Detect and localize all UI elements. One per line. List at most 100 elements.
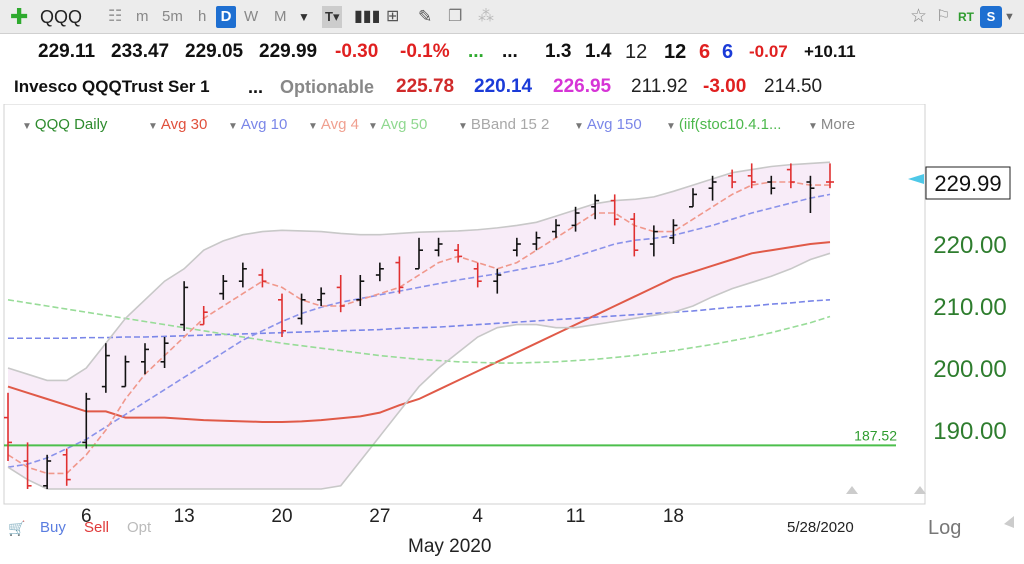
ohlc-bar[interactable] — [728, 169, 737, 189]
close-value: 229.99 — [259, 41, 318, 62]
ohlc-bar[interactable] — [336, 275, 345, 313]
ohlc-bar[interactable] — [473, 262, 482, 288]
legend-dropdown-icon[interactable]: ▼ — [458, 121, 468, 132]
ohlc-bar[interactable] — [43, 454, 52, 489]
share-icon[interactable]: ⁂ — [478, 8, 494, 25]
interval-m[interactable]: m — [136, 8, 149, 25]
ohlc-bar[interactable] — [395, 256, 404, 294]
layers-icon[interactable]: ❐ — [448, 8, 463, 25]
ohlc-bar[interactable] — [180, 281, 189, 331]
more-label: More — [820, 116, 856, 133]
price-chart[interactable]: 187.52 190.00 200.00 210.00 220.00 6 13 20 27 4… — [0, 104, 1024, 564]
star-icon[interactable]: ☆ — [910, 6, 928, 27]
pencil-icon[interactable]: ✎ — [418, 7, 433, 26]
ohlc-bar[interactable] — [571, 206, 580, 232]
interval-d[interactable]: D — [216, 6, 236, 28]
legend-item[interactable]: ▼ Avg 4 — [308, 115, 359, 137]
legend-label: Avg 150 — [586, 116, 642, 133]
legend-dropdown-icon[interactable]: ▼ — [22, 121, 32, 132]
legend-item[interactable]: ▼ Avg 30 — [148, 115, 207, 137]
series-line-avg-150 — [8, 299, 831, 340]
ohlc-bar[interactable] — [454, 244, 463, 263]
cart-icon[interactable]: 🛒 — [8, 520, 26, 536]
ohlc-bar[interactable] — [317, 287, 326, 306]
ohlc-bar[interactable] — [297, 293, 306, 325]
text-tool-icon[interactable]: T▾ — [322, 6, 343, 28]
ohlc-bar[interactable] — [101, 343, 110, 393]
add-study-icon[interactable]: ⊞ — [386, 8, 400, 25]
dropdown-icon[interactable]: ▼ — [298, 10, 310, 24]
opt-button[interactable]: Opt — [127, 519, 152, 536]
ohlc-bar[interactable] — [493, 268, 502, 294]
ohlc-bar[interactable] — [826, 163, 834, 189]
ohlc-bar[interactable] — [219, 275, 228, 300]
ohlc-bar[interactable] — [258, 268, 267, 288]
more-dropdown-icon[interactable]: ▼ — [808, 121, 818, 132]
interval-w[interactable]: W — [244, 8, 259, 25]
sell-button[interactable]: Sell — [84, 519, 110, 536]
symbol-input[interactable]: QQQ — [40, 7, 83, 27]
legend-dropdown-icon[interactable]: ▼ — [148, 121, 158, 132]
ohlc-bar[interactable] — [160, 337, 169, 368]
ohlc-bar[interactable] — [62, 448, 71, 486]
ohlc-bar[interactable] — [708, 175, 717, 201]
grid-icon[interactable]: ☷ — [108, 8, 123, 25]
legend-item[interactable]: ▼ Avg 50 — [368, 115, 427, 137]
ohlc-bar[interactable] — [591, 194, 600, 220]
add-icon[interactable]: ✚ — [10, 4, 29, 29]
legend-item[interactable]: ▼ BBand 15 2 — [458, 115, 549, 137]
x-tick-label: 13 — [174, 506, 195, 527]
legend-dropdown-icon[interactable]: ▼ — [308, 121, 318, 132]
ohlc-bar[interactable] — [767, 175, 776, 195]
ohlc-bar[interactable] — [747, 163, 756, 189]
scale-up-icon[interactable] — [914, 486, 926, 494]
buy-button[interactable]: Buy — [40, 519, 66, 536]
ohlc-bar[interactable] — [434, 237, 443, 257]
legend-dropdown-icon[interactable]: ▼ — [666, 121, 676, 132]
ohlc-bar[interactable] — [806, 175, 815, 213]
interval-5m[interactable]: 5m — [162, 8, 183, 25]
legend-dropdown-icon[interactable]: ▼ — [368, 121, 378, 132]
ohlc-bar[interactable] — [649, 225, 658, 257]
legend-item[interactable]: ▼ QQQ Daily — [22, 115, 107, 137]
ohlc-bar[interactable] — [512, 237, 521, 257]
ohlc-bar[interactable] — [199, 306, 208, 326]
ohlc-bar[interactable] — [689, 188, 697, 208]
resize-icon[interactable] — [1004, 516, 1014, 528]
interval-h[interactable]: h — [198, 8, 207, 25]
ohlc-bar[interactable] — [4, 392, 12, 461]
ohlc-bar[interactable] — [375, 262, 384, 282]
scroll-up-icon[interactable] — [846, 486, 858, 494]
ohlc-bar[interactable] — [415, 237, 423, 270]
legend-more[interactable]: ▼ More — [808, 115, 855, 137]
legend-item[interactable]: ▼ Avg 10 — [228, 115, 287, 137]
realtime-badge[interactable]: RT — [958, 10, 974, 24]
ohlc-bar[interactable] — [610, 194, 619, 226]
s-button[interactable]: S — [980, 6, 1002, 28]
ohlc-bar[interactable] — [121, 355, 130, 388]
ohlc-bar[interactable] — [669, 219, 678, 244]
dots-black: ... — [502, 41, 518, 62]
ohlc-bar[interactable] — [278, 293, 286, 337]
flag-icon[interactable]: ⚐ — [936, 8, 951, 25]
s-dropdown-icon[interactable]: ▼ — [1004, 11, 1015, 23]
optionable-label[interactable]: Optionable — [280, 77, 374, 97]
legend-item[interactable]: ▼ Avg 150 — [574, 115, 642, 137]
ohlc-bar[interactable] — [532, 231, 541, 251]
ohlc-bar[interactable] — [23, 442, 32, 489]
y-tick-label: 210.00 — [933, 294, 1006, 321]
ohlc-bar[interactable] — [141, 343, 149, 375]
interval-month[interactable]: M — [274, 8, 287, 25]
ohlc-bar[interactable] — [356, 275, 365, 306]
legend-dropdown-icon[interactable]: ▼ — [574, 121, 584, 132]
ohlc-bar[interactable] — [786, 163, 795, 189]
legend-dropdown-icon[interactable]: ▼ — [228, 121, 238, 132]
log-scale-button[interactable]: Log — [928, 517, 962, 539]
ohlc-bar[interactable] — [238, 262, 247, 288]
ohlc-bar[interactable] — [552, 219, 560, 238]
legend-item[interactable]: ▼ (iif(stoc10.4.1... — [666, 115, 781, 137]
ohlc-bar[interactable] — [82, 392, 91, 449]
x-tick-label: 27 — [369, 506, 390, 527]
bars-icon[interactable]: ▮▮▮ — [354, 8, 381, 25]
ohlc-bar[interactable] — [630, 213, 639, 257]
